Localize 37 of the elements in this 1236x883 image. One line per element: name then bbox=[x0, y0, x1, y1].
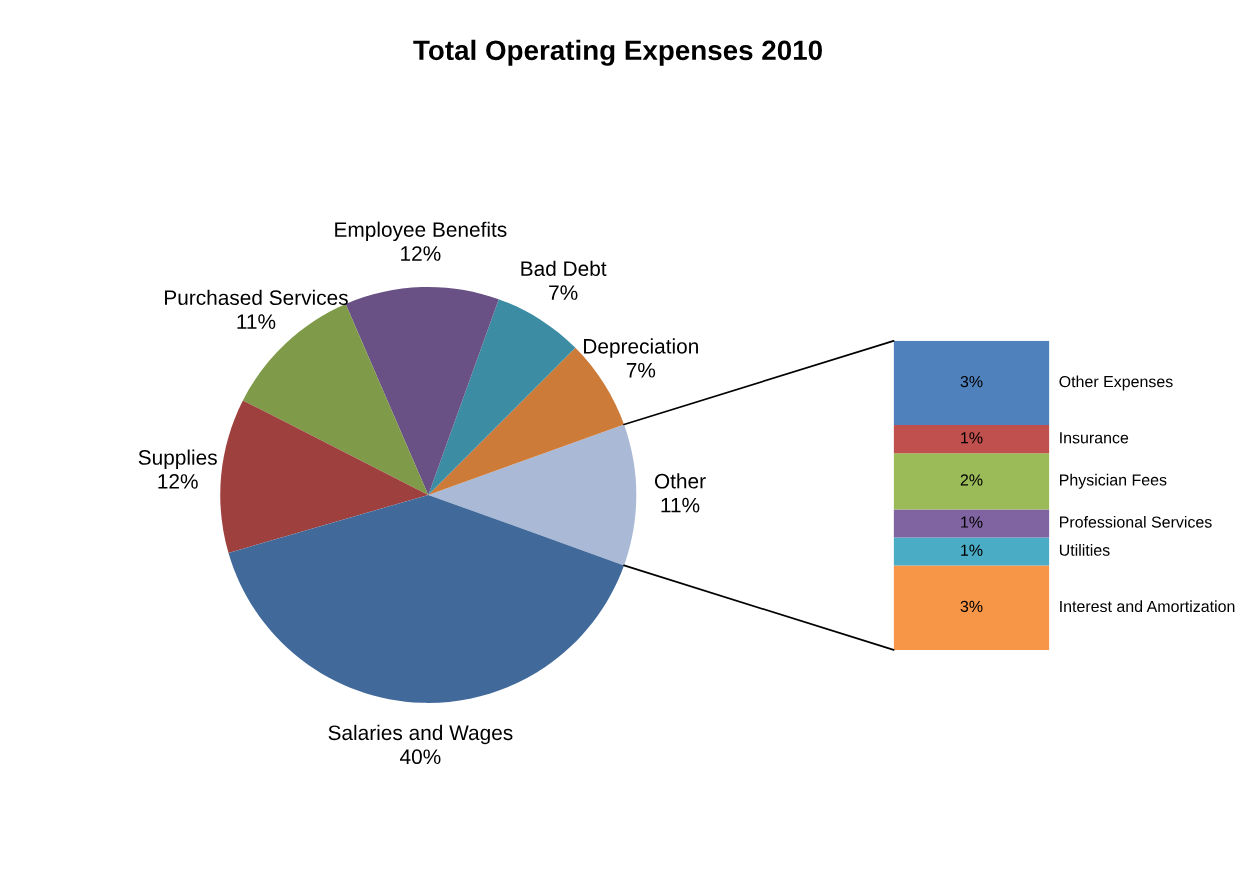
data-label: 7% bbox=[626, 362, 656, 378]
data-label: 2% bbox=[960, 474, 983, 486]
data-label: 11% bbox=[661, 497, 700, 513]
pie-slice bbox=[428, 424, 637, 566]
chart-title: Total Operating Expenses 2010 bbox=[413, 39, 822, 66]
data-label: 12% bbox=[401, 246, 441, 261]
data-label: 12% bbox=[158, 474, 198, 489]
series-label: Physician Fees bbox=[1060, 473, 1167, 489]
pie-slice bbox=[220, 400, 429, 553]
bar bbox=[893, 453, 1050, 510]
data-label: 3% bbox=[960, 375, 983, 388]
data-label: 1% bbox=[961, 544, 983, 556]
slice-label: Supplies bbox=[138, 449, 217, 469]
slice-label: Other bbox=[654, 473, 706, 489]
data-label: 40% bbox=[400, 749, 441, 765]
data-label: 1% bbox=[961, 516, 983, 528]
data-label: 1% bbox=[961, 432, 983, 444]
series-label: Interest and Amortization bbox=[1060, 600, 1235, 613]
pie-slice bbox=[228, 494, 625, 703]
bar bbox=[893, 537, 1050, 566]
data-label: 3% bbox=[960, 600, 983, 613]
slice-label: Purchased Services bbox=[165, 289, 348, 306]
bar bbox=[893, 425, 1050, 454]
bar bbox=[893, 509, 1050, 538]
bar bbox=[893, 340, 1050, 426]
series-label: Other Expenses bbox=[1059, 375, 1173, 391]
bar bbox=[893, 565, 1050, 650]
pie-slice bbox=[428, 299, 576, 495]
series-label: Professional Services bbox=[1060, 516, 1212, 528]
series-label: Insurance bbox=[1060, 432, 1129, 444]
slice-label: Depreciation bbox=[584, 338, 698, 358]
slice-label: Employee Benefits bbox=[335, 221, 507, 242]
data-label: 7% bbox=[549, 285, 578, 300]
slice-label: Salaries and Wages bbox=[328, 724, 513, 745]
series-label: Utilities bbox=[1059, 544, 1110, 556]
slice-label: Bad Debt bbox=[521, 260, 607, 276]
data-label: 11% bbox=[237, 314, 276, 329]
